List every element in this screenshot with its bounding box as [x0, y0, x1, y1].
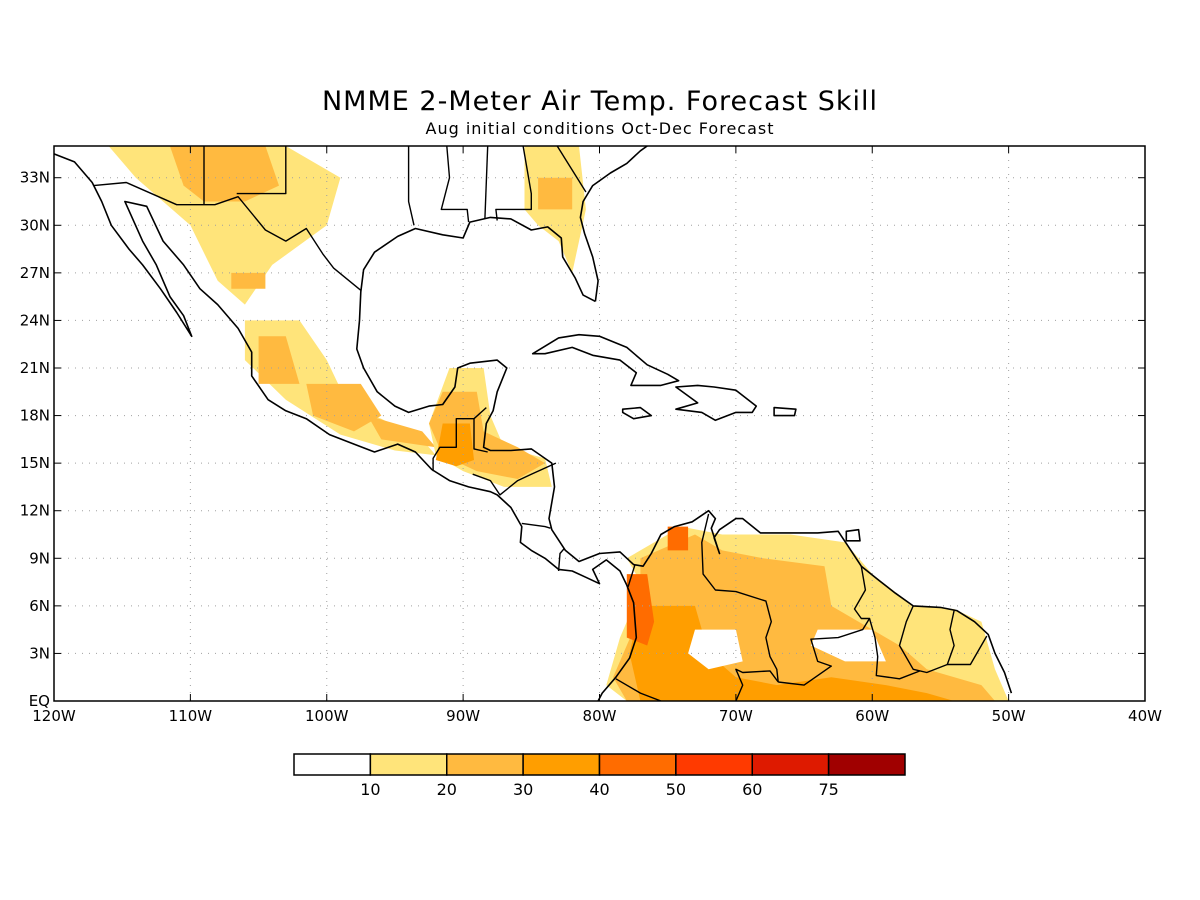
border-us-states-2	[236, 146, 287, 195]
border-us-states-6	[495, 146, 532, 221]
skill-region-colombia-north	[667, 526, 689, 551]
coastline-gulf-coast	[355, 216, 1013, 694]
border-us-states-7	[556, 146, 587, 193]
map-title: NMME 2-Meter Air Temp. Forecast Skill	[321, 86, 879, 117]
coastlines-and-borders	[54, 146, 1013, 701]
lat-tick-label: 18N	[20, 407, 50, 425]
skill-region-amazon-west	[629, 605, 955, 701]
colorbar-label: 40	[589, 780, 609, 799]
colorbar: 10 20 30 40 50 60 75	[293, 753, 906, 799]
lon-tick-label: 120W	[32, 707, 76, 725]
skill-region-northwest-mexico	[231, 272, 266, 289]
colorbar-swatch	[751, 753, 830, 776]
lat-tick-label: 6N	[29, 597, 50, 615]
skill-region-southeast-us	[524, 146, 586, 273]
lat-tick-label: EQ	[29, 692, 50, 710]
colorbar-label: 30	[513, 780, 533, 799]
island-cuba	[531, 333, 680, 387]
graticule	[54, 146, 1145, 701]
lat-tick-label: 9N	[29, 549, 50, 567]
border-honduras-nicaragua	[472, 462, 557, 496]
border-us-states-5	[484, 146, 489, 219]
border-venezuela-guyana	[778, 566, 871, 686]
colorbar-swatch	[598, 753, 677, 776]
lon-tick-label: 90W	[446, 707, 480, 725]
lon-tick-label: 60W	[855, 707, 889, 725]
longitude-tick-labels: 120W 110W 100W 90W 80W 70W 60W 50W 40W	[32, 146, 1162, 725]
lat-tick-label: 21N	[20, 359, 50, 377]
border-belize-guatemala	[473, 407, 487, 420]
island-jamaica	[621, 406, 653, 420]
border-colombia-ecuador	[615, 678, 662, 701]
border-guyana-suriname	[898, 605, 948, 674]
colorbar-label: 50	[666, 780, 686, 799]
border-guyana-brazil	[868, 618, 921, 680]
lat-tick-label: 30N	[20, 216, 50, 234]
colorbar-swatch	[522, 753, 601, 776]
colorbar-swatch	[675, 753, 753, 776]
lat-tick-label: 15N	[20, 454, 50, 472]
border-us-states-3	[407, 146, 415, 226]
lon-tick-label: 110W	[169, 707, 213, 725]
lon-tick-label: 70W	[719, 707, 753, 725]
colorbar-swatch	[827, 753, 906, 776]
lon-tick-label: 100W	[305, 707, 349, 725]
colorbar-label: 75	[818, 780, 838, 799]
coastline-pacific-coast-north-america	[54, 153, 638, 701]
map-subtitle: Aug initial conditions Oct-Dec Forecast	[425, 119, 775, 138]
colorbar-swatch	[293, 753, 372, 776]
lon-tick-label: 80W	[583, 707, 617, 725]
colorbar-swatch	[369, 753, 448, 776]
skill-region-georgia	[538, 177, 573, 210]
border-colombia-venezuela	[701, 513, 779, 683]
coastline-atlantic-coast-us	[579, 146, 648, 302]
skill-region-southwest-us-north-mexico	[108, 146, 341, 305]
skill-region-oaxaca	[367, 415, 436, 448]
colorbar-label: 10	[360, 780, 380, 799]
border-us-mexico	[93, 181, 362, 291]
border-suriname-guiana	[946, 610, 988, 666]
skill-gap-bolivar-plateau	[688, 629, 743, 670]
lon-tick-label: 40W	[1128, 707, 1162, 725]
border-costa-rica-panama	[557, 548, 565, 572]
lat-tick-label: 24N	[20, 311, 50, 329]
border-nicaragua-costa-rica	[521, 522, 551, 529]
colorbar-label: 60	[742, 780, 762, 799]
island-puerto-rico	[773, 406, 797, 417]
skill-shading-layer	[108, 146, 1009, 701]
colorbar-label: 20	[437, 780, 457, 799]
lat-tick-label: 33N	[20, 169, 50, 187]
border-mexico-guatemala	[432, 418, 488, 472]
island-trinidad	[845, 528, 861, 542]
skill-region-arizona-new-mexico	[169, 146, 279, 202]
skill-region-colombia-pacific	[626, 574, 655, 646]
border-colombia-brazil	[735, 668, 779, 701]
latitude-tick-labels: 33N 30N 27N 24N 21N 18N 15N 12N 9N 6N 3N EQ	[20, 169, 1145, 710]
lat-tick-label: 27N	[20, 264, 50, 282]
colorbar-swatch	[446, 753, 524, 776]
lat-tick-label: 12N	[20, 502, 50, 520]
border-us-states-4	[440, 146, 470, 223]
skill-region-guatemala-core	[435, 423, 474, 467]
border-panama-colombia	[627, 564, 636, 588]
lon-tick-label: 50W	[992, 707, 1026, 725]
skill-region-michoacan-guerrero	[306, 383, 382, 432]
lat-tick-label: 3N	[29, 644, 50, 662]
island-hispaniola	[675, 384, 758, 422]
skill-region-central-mexico-west	[244, 320, 436, 456]
skill-region-jalisco	[258, 336, 300, 384]
